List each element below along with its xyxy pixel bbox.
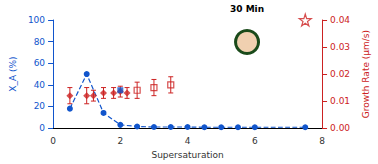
svg-text:8: 8 (319, 136, 325, 146)
svg-text:20: 20 (34, 101, 46, 111)
svg-text:4: 4 (185, 136, 191, 146)
svg-text:0.00: 0.00 (330, 123, 350, 133)
svg-text:0.03: 0.03 (330, 42, 350, 52)
svg-text:0: 0 (39, 123, 45, 133)
svg-text:6: 6 (252, 136, 258, 146)
svg-text:Growth Rate (μm/s): Growth Rate (μm/s) (361, 30, 371, 118)
svg-text:0.04: 0.04 (330, 15, 350, 25)
svg-text:2: 2 (117, 136, 123, 146)
svg-text:Supersaturation: Supersaturation (151, 150, 223, 160)
svg-text:0.01: 0.01 (330, 96, 350, 106)
svg-text:0: 0 (50, 136, 56, 146)
svg-text:X_A (%): X_A (%) (8, 56, 18, 91)
svg-text:0.02: 0.02 (330, 69, 350, 79)
svg-text:60: 60 (34, 58, 46, 68)
svg-text:40: 40 (34, 80, 46, 90)
svg-text:100: 100 (28, 15, 45, 25)
svg-text:30 Min: 30 Min (230, 4, 264, 14)
svg-text:80: 80 (34, 37, 46, 47)
